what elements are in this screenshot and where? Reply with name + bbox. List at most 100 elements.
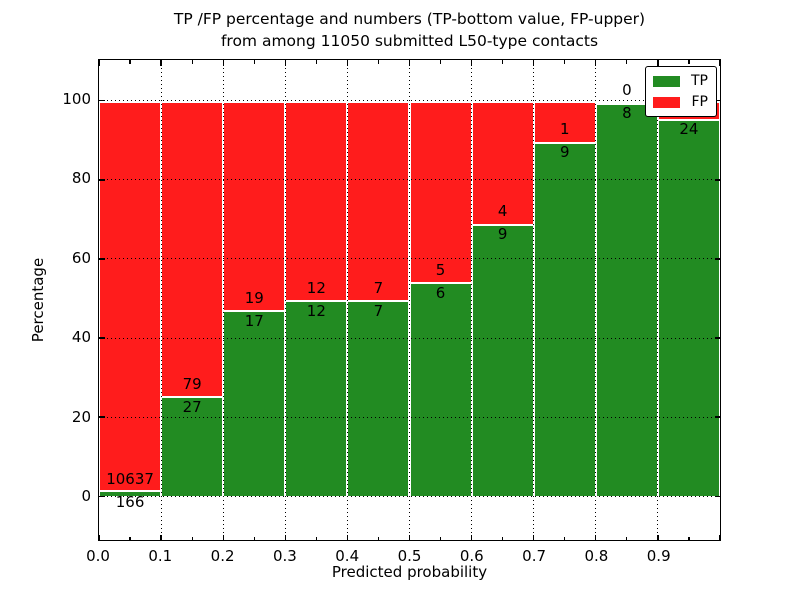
bar-segment-fp [100, 102, 161, 491]
x-major-tick [222, 534, 224, 540]
x-minor-tick [315, 536, 317, 540]
x-minor-tick [439, 536, 442, 540]
x-minor-tick [377, 536, 380, 540]
x-minor-tick [377, 60, 380, 64]
bar-segment-tp [286, 299, 347, 497]
x-major-tick [284, 60, 286, 66]
vertical-gridline [471, 60, 473, 540]
bar-segment-fp [534, 102, 595, 143]
x-minor-tick [191, 536, 193, 540]
vertical-gridline [160, 60, 162, 540]
fp-swatch-icon [653, 96, 680, 108]
x-major-tick [657, 534, 659, 540]
y-tick-label: 20 [71, 407, 91, 426]
tp-count-label: 9 [497, 225, 508, 244]
x-major-tick [160, 534, 162, 540]
horizontal-gridline [99, 100, 720, 102]
x-major-tick [533, 534, 535, 540]
bar-segment-tp [162, 395, 223, 497]
x-major-tick [98, 534, 100, 540]
y-major-tick [714, 179, 720, 181]
x-major-tick [98, 60, 100, 66]
stacked-bar [347, 100, 410, 497]
tp-count-label: 27 [182, 398, 202, 417]
tp-count-label: 12 [306, 301, 326, 320]
x-major-tick [284, 534, 286, 540]
tp-swatch-icon [653, 75, 680, 87]
y-tick-label: 40 [71, 328, 91, 347]
x-minor-tick [626, 536, 628, 540]
y-tick-label: 60 [71, 248, 91, 267]
x-minor-tick [564, 536, 566, 540]
fp-count-label: 1 [559, 120, 570, 139]
x-major-tick [657, 60, 659, 66]
bar-segment-fp [286, 102, 347, 300]
x-tick-label: 0.7 [522, 547, 547, 565]
bar-segment-tp [224, 310, 285, 497]
bar-segment-tp [472, 223, 533, 497]
fp-count-label: 12 [306, 278, 326, 297]
vertical-gridline [657, 60, 659, 540]
tp-count-label: 9 [559, 143, 570, 162]
legend: TP FP [645, 66, 717, 117]
vertical-gridline [346, 60, 348, 540]
legend-label-fp: FP [691, 94, 709, 110]
stacked-bar [657, 100, 720, 497]
y-tick-label: 100 [62, 90, 91, 108]
bar-segment-fp [162, 102, 223, 396]
y-major-tick [99, 337, 105, 339]
fp-count-label: 10637 [106, 470, 154, 489]
legend-item-fp: FP [653, 94, 708, 110]
horizontal-gridline [99, 258, 720, 260]
fp-count-label: 19 [244, 289, 264, 308]
x-tick-label: 0.1 [148, 547, 173, 565]
x-axis-label: Predicted probability [331, 563, 488, 581]
y-major-tick [99, 495, 105, 497]
x-major-tick [408, 60, 411, 66]
x-minor-tick [502, 536, 504, 540]
y-major-tick [714, 416, 720, 418]
stacked-bar [409, 100, 472, 497]
legend-label-tp: TP [691, 73, 708, 89]
x-minor-tick [129, 60, 131, 64]
horizontal-gridline [99, 495, 720, 497]
x-minor-tick [129, 536, 131, 540]
x-major-tick [222, 60, 224, 66]
x-minor-tick [564, 60, 566, 64]
tp-count-label: 8 [622, 103, 632, 122]
bar-segment-tp [658, 118, 719, 497]
fp-count-label: 4 [497, 202, 508, 221]
horizontal-gridline [99, 179, 720, 181]
x-tick-label: 0.2 [210, 547, 235, 565]
y-major-tick [99, 100, 105, 102]
horizontal-gridline [99, 416, 720, 418]
y-major-tick [99, 416, 105, 418]
legend-item-tp: TP [653, 73, 708, 89]
tp-count-label: 24 [679, 119, 699, 138]
x-tick-label: 0.6 [459, 547, 484, 565]
stacked-bar [533, 100, 596, 497]
x-tick-label: 0.8 [584, 547, 609, 565]
x-major-tick [533, 60, 535, 66]
x-major-tick [346, 534, 349, 540]
tp-count-label: 6 [435, 283, 446, 302]
stacked-bar [285, 100, 348, 497]
x-tick-label: 0.0 [86, 547, 110, 565]
fp-count-label: 0 [622, 80, 632, 99]
stacked-bar [161, 100, 224, 497]
bar-segment-fp [224, 102, 285, 311]
vertical-gridline [409, 60, 410, 540]
x-tick-label: 0.4 [335, 547, 360, 565]
x-major-tick [719, 60, 721, 66]
stacked-bar [99, 100, 162, 497]
y-major-tick [714, 337, 720, 339]
x-minor-tick [253, 60, 255, 64]
x-minor-tick [191, 60, 193, 64]
x-major-tick [470, 60, 473, 66]
x-tick-label: 0.3 [272, 547, 297, 565]
x-minor-tick [688, 536, 690, 540]
y-major-tick [99, 258, 105, 260]
y-tick-label: 80 [71, 169, 91, 188]
bar-segment-tp [100, 490, 161, 497]
x-tick-label: 0.5 [397, 547, 422, 565]
